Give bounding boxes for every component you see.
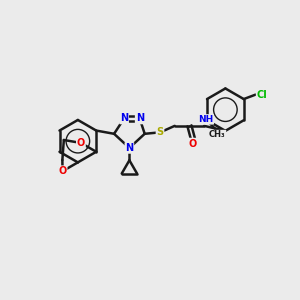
- Text: O: O: [189, 139, 197, 148]
- Text: S: S: [156, 127, 164, 137]
- Text: O: O: [58, 166, 67, 176]
- Text: N: N: [120, 113, 128, 124]
- Text: CH₃: CH₃: [209, 130, 226, 140]
- Text: Cl: Cl: [256, 90, 267, 100]
- Text: O: O: [77, 138, 85, 148]
- Text: N: N: [136, 113, 144, 124]
- Text: N: N: [125, 143, 134, 153]
- Text: NH: NH: [198, 115, 213, 124]
